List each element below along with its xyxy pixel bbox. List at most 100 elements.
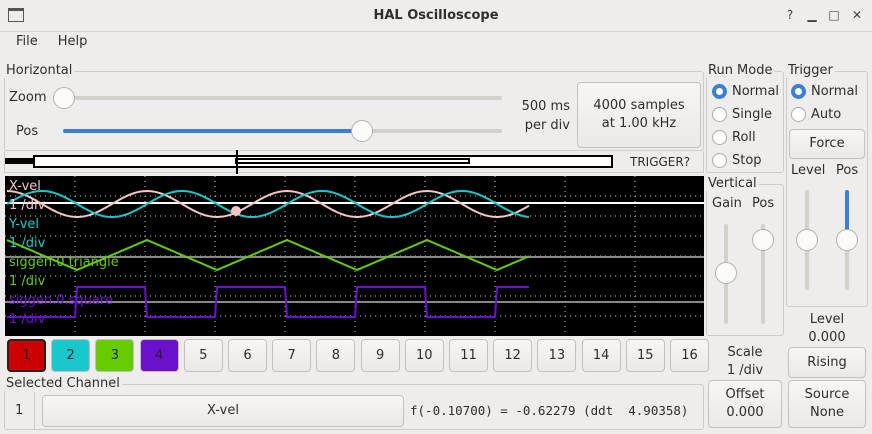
source-button[interactable]: Source None — [788, 380, 866, 428]
level-text: Level — [809, 312, 845, 327]
scale-display: Scale 1 /div — [706, 344, 784, 380]
channel-button-16[interactable]: 16 — [670, 339, 709, 372]
channel-button-13[interactable]: 13 — [537, 339, 577, 372]
offset-value: 0.000 — [726, 405, 764, 420]
scale-value: 1 /div — [726, 363, 764, 378]
trigger-auto-radio[interactable]: Auto — [791, 103, 858, 126]
run-stop-label: Stop — [732, 153, 762, 168]
trace-square — [7, 286, 529, 318]
readout: f(-0.10700) = -0.62279 (ddt 4.90358) — [410, 403, 689, 418]
trigger-auto-label: Auto — [811, 107, 842, 122]
trace-scale-yvel: 1 /div — [9, 236, 46, 251]
level-value: 0.000 — [808, 330, 846, 345]
title-bar — [0, 0, 872, 32]
offset-label: Offset — [725, 387, 765, 402]
radio-icon — [712, 107, 727, 122]
pos-slider-fill — [63, 129, 362, 133]
selected-channel-number: 1 — [15, 403, 24, 418]
channel-button-6[interactable]: 6 — [228, 339, 267, 372]
trace-scale-square: 1 /div — [9, 312, 46, 327]
run-roll-label: Roll — [732, 130, 756, 145]
menu-file[interactable]: File — [16, 34, 38, 49]
trace-yvel — [6, 190, 530, 218]
channel-button-3[interactable]: 3 — [95, 339, 135, 372]
app-icon — [8, 8, 24, 22]
channel-button-8[interactable]: 8 — [316, 339, 356, 372]
scope-display[interactable] — [5, 176, 704, 336]
edge-button[interactable]: Rising — [788, 347, 866, 378]
offset-button[interactable]: Offset 0.000 — [708, 380, 782, 428]
radio-icon — [791, 84, 806, 99]
channel-button-4[interactable]: 4 — [139, 339, 179, 372]
radio-icon — [712, 84, 727, 99]
source-value: None — [810, 405, 844, 420]
radio-icon — [712, 153, 727, 168]
trace-label-triangle: siggen.0.triangle — [9, 255, 119, 270]
channel-button-5[interactable]: 5 — [183, 339, 223, 372]
samples-button[interactable]: 4000 samples at 1.00 kHz — [577, 82, 701, 148]
channel-button-10[interactable]: 10 — [404, 339, 444, 372]
trigger-pos-handle[interactable] — [836, 229, 858, 251]
run-normal-label: Normal — [732, 84, 780, 99]
zoom-slider-handle[interactable] — [53, 87, 75, 109]
force-button[interactable]: Force — [789, 129, 865, 159]
radio-icon — [712, 130, 727, 145]
help-icon[interactable]: ? — [786, 8, 794, 22]
zoom-label: Zoom — [9, 90, 47, 105]
trigger-normal-label: Normal — [811, 84, 859, 99]
channel-name-button[interactable]: X-vel — [42, 395, 404, 427]
trigger-label: Trigger — [786, 63, 835, 78]
maximize-icon[interactable]: □ — [828, 8, 840, 22]
gain-slider-handle[interactable] — [715, 262, 737, 284]
menu-help[interactable]: Help — [57, 34, 88, 49]
channel-button-9[interactable]: 9 — [360, 339, 400, 372]
minimize-icon[interactable]: ▁ — [807, 8, 817, 22]
trigger-point-marker[interactable] — [231, 206, 241, 216]
run-single-radio[interactable]: Single — [712, 103, 779, 126]
divider — [34, 392, 35, 430]
trace-triangle — [6, 238, 530, 272]
channel-button-1[interactable]: 1 — [7, 339, 46, 372]
channel-button-7[interactable]: 7 — [272, 339, 312, 372]
run-stop-radio[interactable]: Stop — [712, 149, 779, 172]
rate-text: at 1.00 kHz — [601, 116, 677, 131]
run-roll-radio[interactable]: Roll — [712, 126, 779, 149]
channel-button-11[interactable]: 11 — [449, 339, 488, 372]
overview-strip — [4, 151, 704, 173]
menu-bar: File Help — [6, 34, 97, 58]
trigger-normal-radio[interactable]: Normal — [791, 80, 858, 103]
trigger-marker — [236, 150, 238, 174]
pos-label: Pos — [16, 124, 39, 139]
visible-region — [235, 158, 470, 164]
vpos-label: Pos — [752, 196, 775, 211]
trace-scale-triangle: 1 /div — [9, 274, 46, 289]
trigger-level-display: Level 0.000 — [786, 311, 868, 347]
time-per-div: 500 ms per div — [520, 97, 570, 135]
gain-label: Gain — [712, 196, 742, 211]
selected-channel-group — [4, 384, 704, 430]
channel-button-14[interactable]: 14 — [581, 339, 621, 372]
trigger-mode-options: Normal Auto — [791, 80, 858, 126]
horizontal-group — [4, 71, 704, 151]
run-normal-radio[interactable]: Normal — [712, 80, 779, 103]
selected-channel-label: Selected Channel — [4, 376, 122, 391]
trace-label-yvel: Y-vel — [9, 217, 40, 232]
pos-slider-handle[interactable] — [351, 120, 373, 142]
trigger-status: TRIGGER? — [630, 155, 691, 169]
samples-text: 4000 samples — [593, 98, 685, 113]
vertical-label: Vertical — [706, 176, 759, 191]
vpos-slider[interactable] — [761, 224, 765, 324]
trigger-level-slider-label: Level — [791, 163, 826, 178]
close-icon[interactable]: ✕ — [851, 8, 863, 22]
channel-button-12[interactable]: 12 — [493, 339, 533, 372]
radio-icon — [791, 107, 806, 122]
channel-button-15[interactable]: 15 — [625, 339, 665, 372]
vpos-slider-handle[interactable] — [752, 229, 774, 251]
zoom-slider[interactable] — [55, 96, 502, 100]
trigger-level-handle[interactable] — [796, 229, 818, 251]
run-mode-label: Run Mode — [706, 63, 775, 78]
source-label: Source — [804, 387, 850, 402]
horizontal-label: Horizontal — [4, 63, 75, 78]
trace-label-xvel: X-vel — [9, 179, 41, 194]
channel-button-2[interactable]: 2 — [51, 339, 91, 372]
